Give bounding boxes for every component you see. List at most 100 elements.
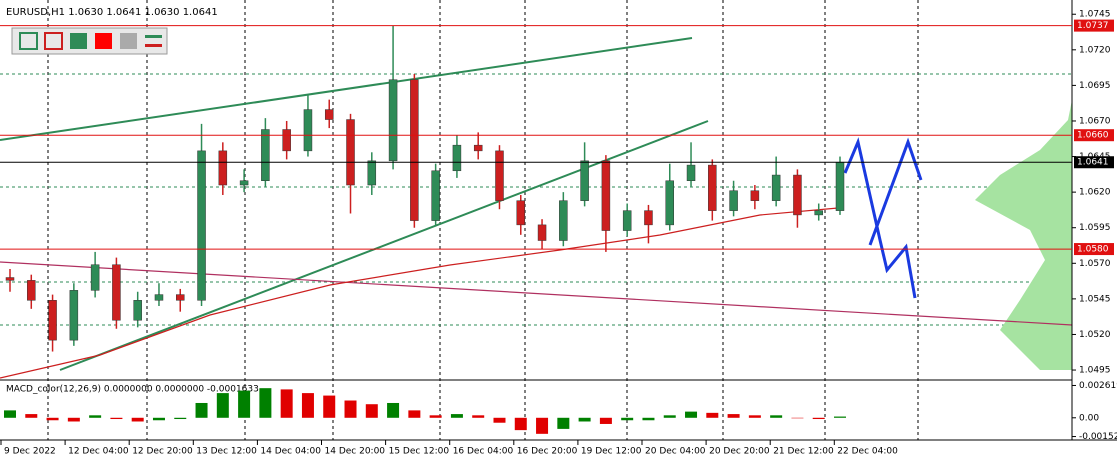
candle-body	[5, 277, 15, 281]
candle-body	[580, 160, 589, 201]
tool-button[interactable]	[95, 33, 112, 49]
tool-button[interactable]	[70, 33, 87, 49]
y-tick-label: 1.0720	[1079, 45, 1111, 55]
y-tick-label: 1.0570	[1079, 259, 1111, 269]
macd-bar	[301, 393, 314, 418]
x-tick-label: 14 Dec 04:00	[260, 447, 321, 457]
tool-mark	[145, 44, 162, 47]
price-level-label: 1.0737	[1077, 21, 1109, 31]
macd-bar	[557, 417, 570, 429]
candle-body	[686, 164, 696, 181]
x-tick-label: 21 Dec 12:00	[773, 447, 834, 457]
macd-bar	[25, 414, 38, 418]
x-tick-label: 13 Dec 12:00	[196, 447, 257, 457]
macd-bar	[642, 417, 655, 421]
projection-arrow	[843, 137, 917, 299]
macd-bar	[727, 414, 740, 418]
y-tick-label: 1.0620	[1079, 188, 1111, 198]
macd-bar	[195, 402, 208, 418]
macd-bar	[621, 417, 634, 421]
price-level-box	[1074, 129, 1114, 142]
candle-body	[197, 150, 206, 301]
candle-body	[133, 300, 142, 321]
candle-body	[261, 129, 270, 181]
macd-bar	[450, 414, 463, 418]
x-tick-label: 12 Dec 04:00	[68, 447, 129, 457]
candle-body	[729, 190, 738, 211]
tool-button[interactable]	[19, 32, 38, 50]
candle-body	[750, 190, 760, 201]
candle-body	[112, 264, 121, 321]
candle-body	[814, 210, 823, 216]
candle-body	[176, 294, 185, 301]
candle-body	[410, 79, 419, 221]
x-tick-label: 14 Dec 20:00	[325, 447, 386, 457]
macd-bar	[110, 417, 123, 420]
candle-body	[346, 119, 355, 186]
price-level-label: 1.0580	[1077, 245, 1109, 255]
macd-bar	[387, 402, 400, 418]
candle-body	[516, 200, 526, 226]
x-tick-label: 20 Dec 04:00	[645, 447, 706, 457]
candle-body	[90, 264, 100, 291]
x-tick-label: 16 Dec 04:00	[453, 447, 514, 457]
y-tick-label: 1.0745	[1079, 10, 1111, 20]
price-level-box	[1074, 19, 1114, 32]
y-tick-label: 1.0595	[1079, 223, 1111, 233]
macd-bar	[89, 415, 102, 418]
macd-bar	[493, 417, 506, 423]
vertical-grid	[47, 0, 919, 440]
macd-bar	[578, 417, 591, 422]
candle-body	[367, 160, 377, 186]
candle-body	[303, 109, 313, 152]
candle-body	[708, 164, 717, 211]
macd-bar	[748, 415, 761, 418]
tool-button[interactable]	[120, 33, 137, 49]
candle-body	[835, 161, 845, 211]
candle-body	[644, 210, 653, 226]
candle-body	[452, 144, 462, 172]
macd-bar	[344, 400, 357, 418]
candle-body	[771, 174, 781, 201]
macd-bar	[280, 389, 293, 418]
macd-bar	[131, 417, 144, 422]
macd-bar	[323, 395, 336, 418]
chart-title: EURUSD,H1 1.0630 1.0641 1.0630 1.0641	[6, 7, 218, 18]
macd-bar	[429, 415, 442, 418]
candle-body	[665, 180, 674, 226]
candle-body	[218, 150, 228, 186]
y-tick-label: 1.0495	[1079, 366, 1111, 376]
candle-body	[495, 150, 504, 201]
x-tick-label: 15 Dec 12:00	[389, 447, 450, 457]
x-tick-label: 19 Dec 12:00	[581, 447, 642, 457]
macd-bar	[599, 417, 612, 424]
candle-body	[559, 200, 568, 241]
candle-body	[537, 224, 547, 241]
candle-body	[388, 79, 398, 162]
indicator-title: MACD_color(12,26,9) 0.0000000 0.0000000 …	[6, 385, 259, 395]
macd-bar	[152, 417, 165, 421]
x-tick-label: 12 Dec 20:00	[132, 447, 193, 457]
volume-profile	[975, 60, 1072, 370]
macd-bar	[536, 417, 549, 434]
candle-body	[601, 160, 611, 231]
y-tick-label: 0.002619	[1079, 381, 1117, 391]
candle-body	[324, 109, 334, 120]
candle-body	[239, 180, 249, 186]
candle-body	[622, 210, 632, 231]
candle-body	[793, 174, 802, 216]
price-level-box	[1074, 156, 1114, 169]
candle-body	[473, 144, 483, 152]
price-level-box	[1074, 243, 1114, 256]
candle-body	[69, 290, 79, 341]
macd-bar	[514, 417, 527, 431]
macd-bar	[834, 416, 846, 418]
y-tick-label: 1.0520	[1079, 330, 1111, 340]
macd-bar	[67, 417, 80, 422]
macd-bar	[174, 417, 187, 420]
candle-body	[282, 129, 291, 152]
macd-bar	[770, 415, 783, 418]
macd-bar	[365, 404, 378, 418]
tool-button[interactable]	[145, 35, 162, 38]
tool-button[interactable]	[44, 32, 63, 50]
